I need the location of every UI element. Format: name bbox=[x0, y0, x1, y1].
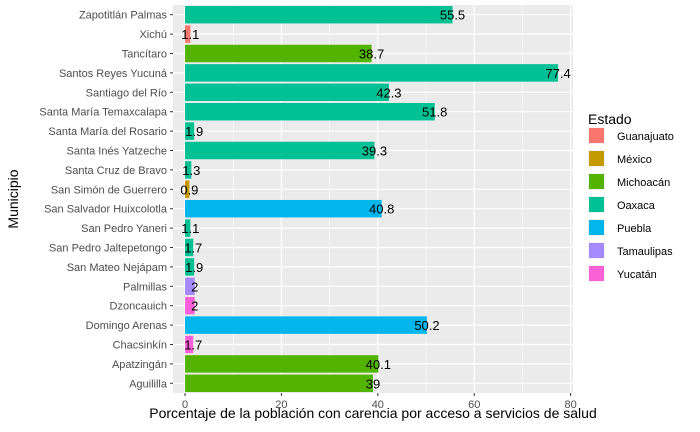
data-label-15: 2 bbox=[191, 299, 198, 314]
x-axis-title: Porcentaje de la población con carencia … bbox=[149, 405, 597, 421]
y-tick-label-12: San Pedro Jaltepetongo bbox=[49, 243, 167, 255]
legend: Estado Guanajuato México Michoacán Oaxaca Pu… bbox=[588, 111, 674, 282]
bar-1 bbox=[185, 25, 191, 43]
bar-17 bbox=[185, 335, 194, 354]
legend-swatch-5 bbox=[589, 243, 604, 258]
y-tick-label-19: Aguililla bbox=[129, 378, 168, 390]
data-label-10: 40.8 bbox=[369, 202, 394, 217]
legend-label-3: Oaxaca bbox=[617, 200, 656, 212]
y-axis-title: Municipio bbox=[5, 169, 21, 228]
bar-0 bbox=[185, 5, 453, 24]
data-label-16: 50.2 bbox=[414, 318, 439, 333]
data-label-0: 55.5 bbox=[440, 8, 465, 23]
data-labels: 55.5 1.1 38.7 77.4 42.3 51.8 1.9 39.3 1.3 0.9 40.8… bbox=[180, 8, 570, 392]
x-tick-label-2: 40 bbox=[372, 399, 384, 411]
bar-6 bbox=[185, 122, 195, 140]
data-label-5: 51.8 bbox=[422, 105, 447, 120]
bars bbox=[185, 5, 559, 393]
x-tick-label-3: 60 bbox=[468, 399, 480, 411]
data-label-8: 1.3 bbox=[182, 163, 200, 178]
legend-items: Guanajuato México Michoacán Oaxaca Puebla Tam… bbox=[588, 127, 674, 282]
data-label-3: 77.4 bbox=[545, 66, 570, 81]
legend-label-6: Yucatán bbox=[617, 269, 657, 281]
y-tick-label-9: San Simón de Guerrero bbox=[51, 184, 167, 196]
legend-swatch-3 bbox=[589, 197, 604, 212]
y-tick-label-5: Santa María Temaxcalapa bbox=[39, 107, 167, 119]
bar-9 bbox=[185, 180, 190, 199]
y-axis-ticks: Zapotitlán Palmas Xichú Tancítaro Santos Re… bbox=[39, 10, 173, 390]
y-tick-label-1: Xichú bbox=[139, 29, 167, 41]
bar-5 bbox=[185, 102, 435, 121]
legend-label-1: México bbox=[617, 154, 652, 166]
bar-14 bbox=[185, 277, 195, 296]
data-label-6: 1.9 bbox=[185, 124, 203, 139]
y-tick-label-4: Santiago del Río bbox=[86, 87, 167, 99]
data-label-2: 38.7 bbox=[359, 47, 384, 62]
data-label-17: 1.7 bbox=[184, 338, 202, 353]
legend-label-5: Tamaulipas bbox=[617, 246, 673, 258]
y-tick-label-16: Domingo Arenas bbox=[86, 320, 168, 332]
bar-19 bbox=[185, 374, 373, 393]
data-label-4: 42.3 bbox=[376, 85, 401, 100]
data-label-12: 1.7 bbox=[184, 241, 202, 256]
y-tick-label-6: Santa María del Rosario bbox=[48, 126, 167, 138]
y-tick-label-18: Apatzingán bbox=[112, 359, 167, 371]
data-label-14: 2 bbox=[191, 279, 198, 294]
x-axis-ticks: 0 20 40 60 80 bbox=[182, 393, 577, 411]
x-tick-label-4: 80 bbox=[564, 399, 576, 411]
y-tick-label-8: Santa Cruz de Bravo bbox=[65, 165, 167, 177]
legend-label-2: Michoacán bbox=[617, 177, 670, 189]
legend-swatch-0 bbox=[589, 128, 604, 143]
data-label-9: 0.9 bbox=[180, 182, 198, 197]
bar-10 bbox=[185, 199, 382, 218]
bar-12 bbox=[185, 238, 194, 257]
bar-8 bbox=[185, 161, 192, 179]
y-tick-label-17: Chacsinkín bbox=[113, 340, 167, 352]
y-tick-label-15: Dzoncauich bbox=[110, 301, 167, 313]
legend-swatch-1 bbox=[589, 151, 604, 166]
legend-swatch-4 bbox=[589, 220, 604, 235]
y-tick-label-7: Santa Inés Yatzeche bbox=[67, 146, 168, 158]
y-tick-label-2: Tancítaro bbox=[122, 49, 167, 61]
bar-3 bbox=[185, 64, 559, 82]
y-tick-label-3: Santos Reyes Yucuná bbox=[59, 68, 168, 80]
bar-2 bbox=[185, 44, 372, 63]
bar-13 bbox=[185, 258, 195, 276]
legend-swatch-2 bbox=[589, 174, 604, 189]
data-label-1: 1.1 bbox=[181, 27, 199, 42]
y-tick-label-14: Palmillas bbox=[123, 281, 168, 293]
y-tick-label-13: San Mateo Nejápam bbox=[67, 262, 167, 274]
legend-title: Estado bbox=[588, 111, 632, 127]
data-label-11: 1.1 bbox=[181, 221, 199, 236]
y-tick-label-10: San Salvador Huixcolotla bbox=[44, 204, 168, 216]
data-label-18: 40.1 bbox=[366, 357, 391, 372]
x-tick-label-0: 0 bbox=[182, 399, 188, 411]
bar-15 bbox=[185, 296, 195, 315]
bar-7 bbox=[185, 141, 375, 160]
x-tick-label-1: 20 bbox=[275, 399, 287, 411]
data-label-7: 39.3 bbox=[362, 144, 387, 159]
legend-label-4: Puebla bbox=[617, 223, 652, 235]
bar-18 bbox=[185, 355, 379, 373]
legend-swatch-6 bbox=[589, 266, 604, 281]
y-tick-label-0: Zapotitlán Palmas bbox=[79, 10, 168, 22]
bar-11 bbox=[185, 219, 191, 237]
legend-label-0: Guanajuato bbox=[617, 131, 674, 143]
data-label-13: 1.9 bbox=[185, 260, 203, 275]
bar-4 bbox=[185, 83, 389, 102]
y-tick-label-11: San Pedro Yaneri bbox=[81, 223, 167, 235]
data-label-19: 39 bbox=[366, 376, 380, 391]
bar-16 bbox=[185, 316, 427, 334]
